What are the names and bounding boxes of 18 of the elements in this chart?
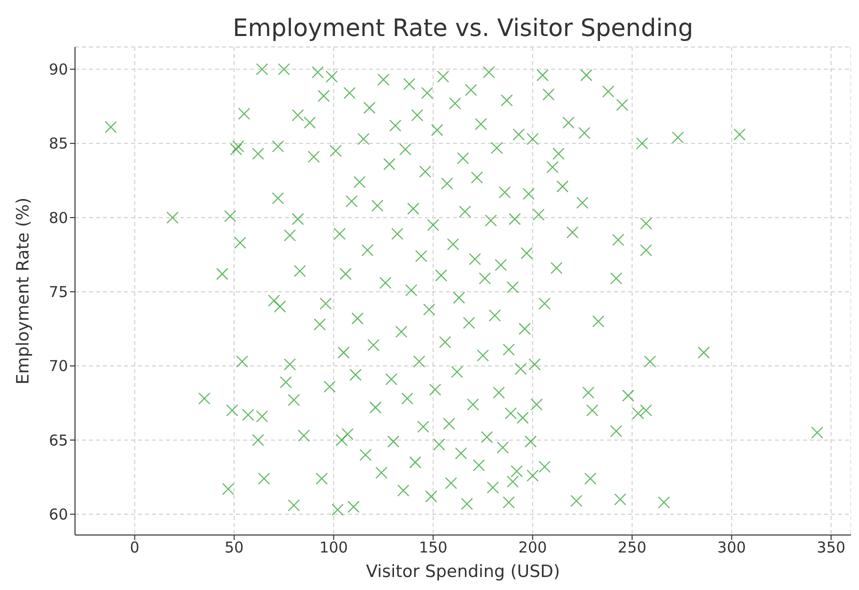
y-tick-label: 85 [48, 134, 68, 153]
y-tick-label: 65 [48, 431, 68, 450]
y-tick-label: 80 [48, 208, 68, 227]
x-tick-label: 50 [224, 538, 244, 557]
x-axis-title: Visitor Spending (USD) [365, 562, 561, 582]
chart-title: Employment Rate vs. Visitor Spending [232, 14, 694, 42]
x-tick-label: 100 [319, 538, 348, 557]
x-tick-label: 150 [418, 538, 448, 557]
x-tick-label: 250 [618, 538, 646, 557]
x-tick-label: 0 [130, 538, 140, 557]
x-tick-label: 300 [717, 538, 746, 557]
y-tick-label: 70 [48, 357, 68, 376]
y-axis-title: Employment Rate (%) [13, 198, 34, 384]
x-tick-label: 350 [816, 538, 846, 557]
y-tick-label: 60 [48, 506, 68, 524]
y-tick-label: 75 [48, 283, 68, 302]
x-tick-label: 200 [518, 538, 547, 557]
y-tick-label: 90 [48, 60, 68, 79]
